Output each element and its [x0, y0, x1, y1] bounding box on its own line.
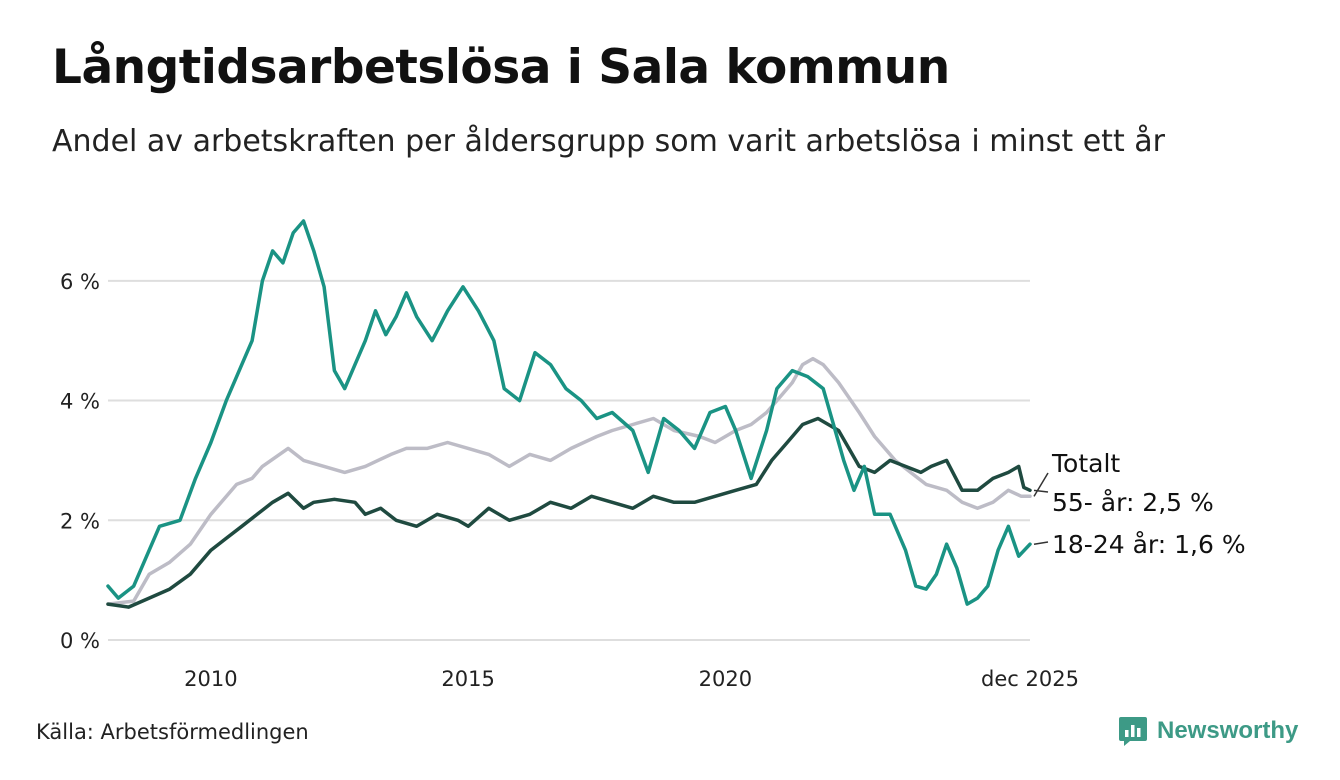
chart-subtitle: Andel av arbetskraften per åldersgrupp s… [52, 124, 1165, 159]
series-line-2 [106, 219, 1032, 606]
x-axis-ticks: 2010 2015 2020 dec 2025 [184, 667, 1079, 691]
series-end-label: Totalt [1051, 449, 1120, 478]
y-axis-ticks: 0 % 2 % 4 % 6 % [60, 270, 100, 653]
x-tick-label: dec 2025 [981, 667, 1079, 691]
x-tick-label: 2015 [441, 667, 494, 691]
source-note: Källa: Arbetsförmedlingen [36, 720, 309, 744]
brand-name: Newsworthy [1157, 717, 1299, 744]
end-labels: Totalt 55- år: 2,5 % 18-24 år: 1,6 % [1033, 449, 1246, 559]
series-line-1 [106, 416, 1032, 609]
label-leader [1033, 541, 1049, 545]
y-tick-label: 4 % [60, 390, 100, 414]
series-end-label: 18-24 år: 1,6 % [1052, 530, 1246, 559]
bar-chart-icon [1119, 717, 1147, 746]
chart-title: Långtidsarbetslösa i Sala kommun [52, 40, 950, 95]
y-tick-label: 0 % [60, 629, 100, 653]
label-leader [1033, 472, 1049, 497]
series-end-label: 55- år: 2,5 % [1052, 488, 1214, 517]
series-layer [106, 219, 1032, 609]
y-tick-label: 6 % [60, 270, 100, 294]
series-line-0 [106, 356, 1032, 606]
label-leader [1033, 489, 1049, 493]
brand-logo[interactable]: Newsworthy [1118, 714, 1298, 748]
y-tick-label: 2 % [60, 509, 100, 533]
x-tick-label: 2010 [184, 667, 237, 691]
x-tick-label: 2020 [699, 667, 752, 691]
